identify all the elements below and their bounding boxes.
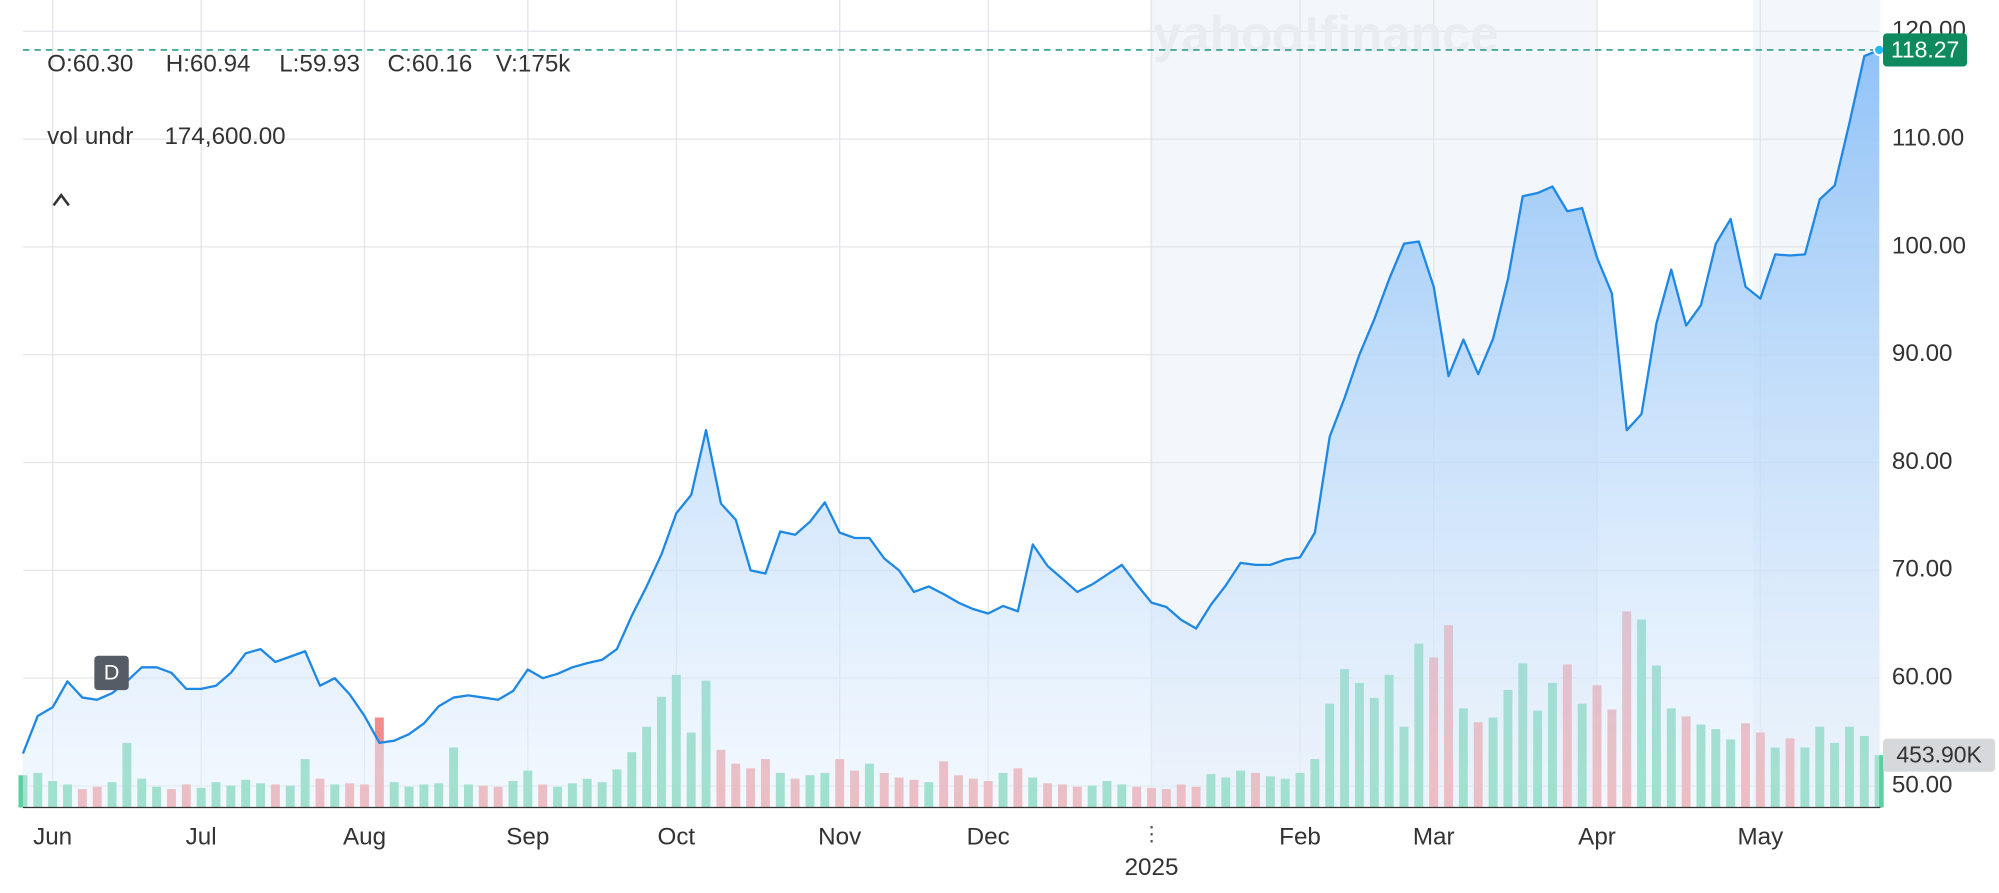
ohlcv: O:60.30 H:60.94 L:59.93 C:60.16 V:175k v… <box>47 50 571 150</box>
x-tick-label: Apr <box>1578 824 1616 851</box>
x-tick-label: Feb <box>1279 824 1321 851</box>
x-tick-label: Dec <box>967 824 1010 851</box>
y-tick-label: 70.00 <box>1892 556 1953 583</box>
y-tick-label: 50.00 <box>1892 771 1953 798</box>
collapse-toggle[interactable] <box>52 193 70 207</box>
price-line <box>21 48 1880 754</box>
x-tick-label: Oct <box>657 824 695 851</box>
x-tick-label: 2025 <box>1125 854 1179 881</box>
x-tick-label: Sep <box>506 824 549 851</box>
x-tick-label: May <box>1737 824 1784 851</box>
watermark: yahoo!finance <box>1153 6 1499 63</box>
indicator-value: 174,600.00 <box>164 123 285 150</box>
last-price-dot <box>1873 43 1886 56</box>
price-area <box>22 49 1880 808</box>
y-tick-label: 90.00 <box>1892 340 1953 367</box>
interval-label: D <box>104 659 120 684</box>
ohlc-open: O:60.30 <box>47 50 133 77</box>
x-tick-separator: ⋮ <box>1141 824 1161 846</box>
ohlc-close: C:60.16 <box>388 50 473 77</box>
y-tick-label: 110.00 <box>1892 124 1964 151</box>
last-price-label: 118.27 <box>1891 36 1959 62</box>
x-tick-label: Jul <box>186 824 217 851</box>
last-volume-label: 453.90K <box>1896 741 1982 767</box>
last-volume-badge <box>1882 738 1996 772</box>
y-tick-label: 60.00 <box>1892 664 1953 691</box>
x-tick-label: Aug <box>343 824 386 851</box>
x-tick-label: Mar <box>1413 824 1455 851</box>
y-tick-label: 80.00 <box>1892 448 1953 475</box>
x-tick-label: Nov <box>818 824 862 851</box>
indicator-name: vol undr <box>47 123 133 150</box>
plot <box>21 43 1886 808</box>
interval-badge[interactable] <box>94 655 129 691</box>
x-tick-label: Jun <box>33 824 72 851</box>
ohlc-high: H:60.94 <box>166 50 251 77</box>
ohlc-low: L:59.93 <box>279 50 360 77</box>
y-tick-label: 100.00 <box>1892 232 1966 259</box>
ohlc-volume: V:175k <box>496 50 571 77</box>
last-price-badge <box>1882 33 1968 67</box>
